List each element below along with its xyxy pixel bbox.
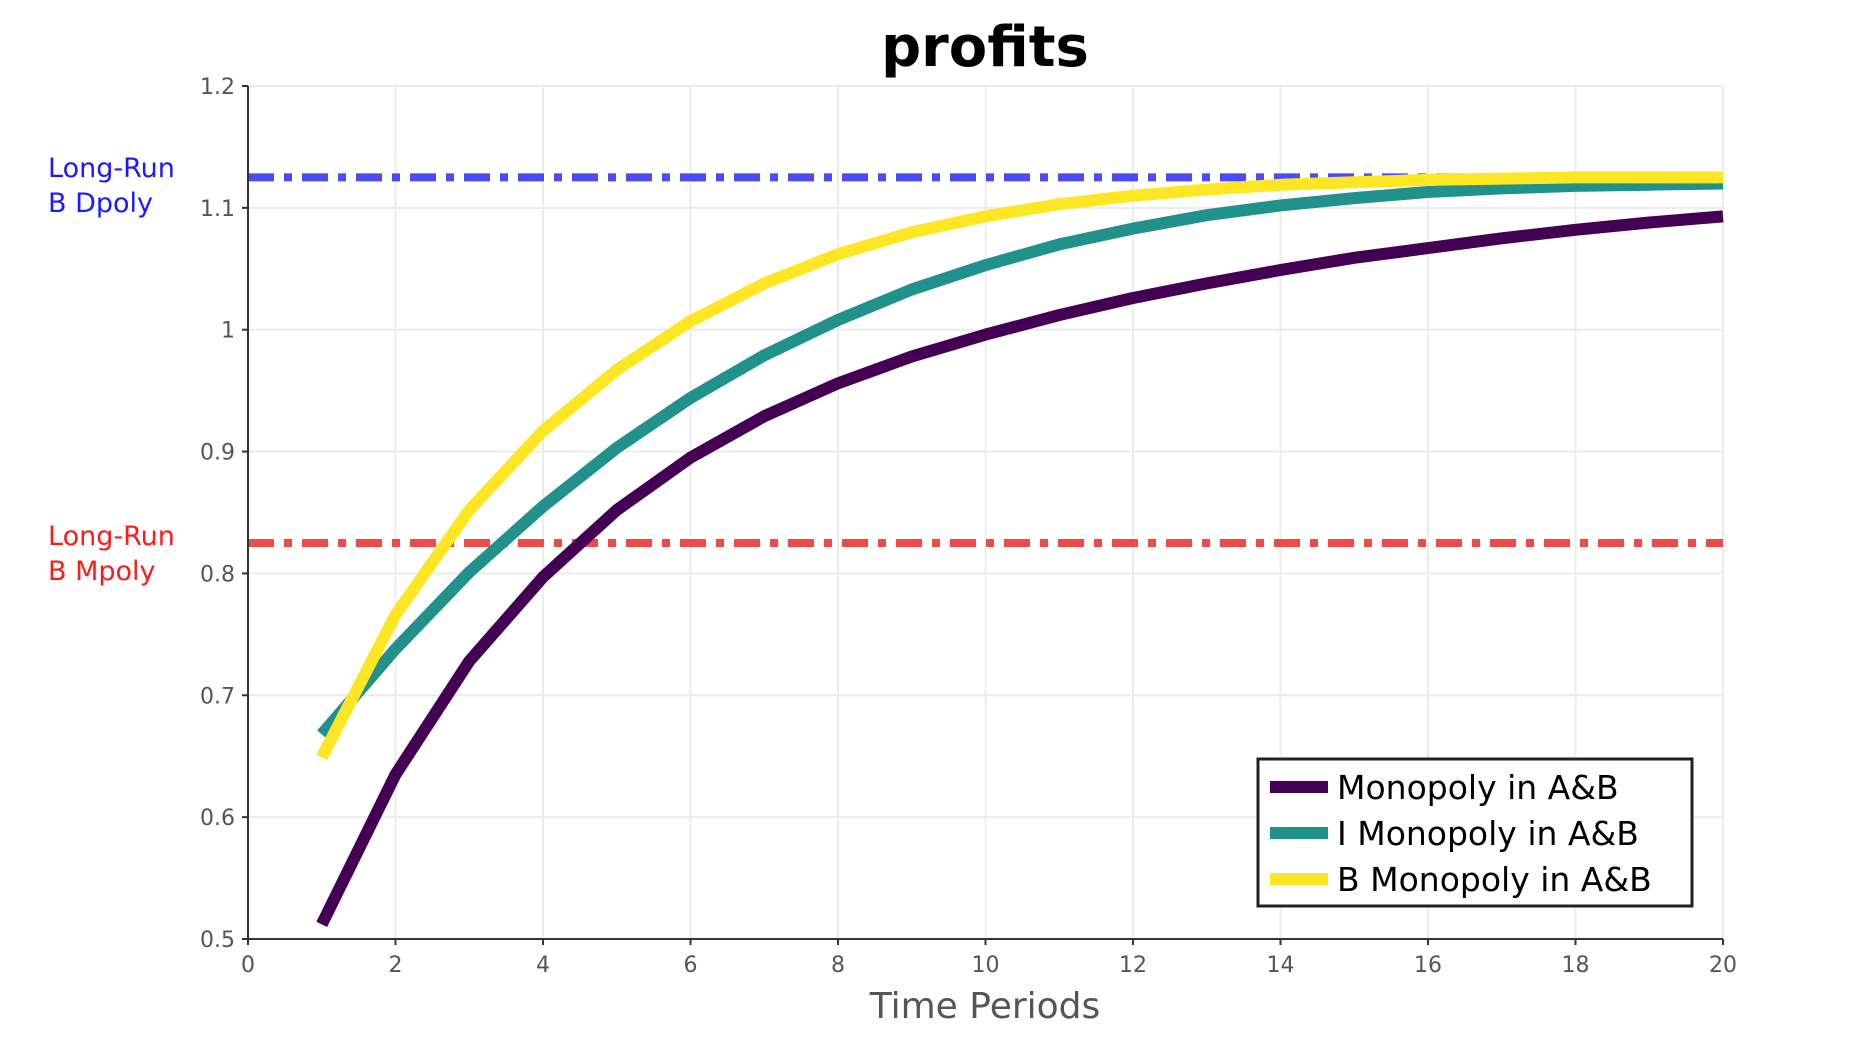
reference-label-mpoly-line1: Long-Run (48, 521, 175, 552)
series-line-i-monopoly (317, 177, 1724, 739)
y-tick-label: 0.6 (200, 806, 235, 831)
tick-labels: 0 2 4 6 8 10 12 14 16 18 20 0.5 0.6 0.7 0.8 0.9 1 1.1 1.2 (200, 75, 1737, 978)
x-tick-label: 16 (1414, 953, 1442, 978)
legend-label-monopoly: Monopoly in A&B (1337, 768, 1619, 807)
x-tick-label: 4 (536, 953, 550, 978)
y-tick-label: 0.7 (200, 684, 235, 709)
series-line-b-monopoly (316, 171, 1723, 761)
x-tick-label: 14 (1267, 953, 1295, 978)
x-axis-label: Time Periods (869, 986, 1101, 1027)
series-lines (316, 171, 1724, 928)
legend-label-i-monopoly: I Monopoly in A&B (1337, 814, 1639, 853)
x-tick-label: 10 (972, 953, 1000, 978)
x-tick-label: 2 (389, 953, 403, 978)
series-line-monopoly (316, 210, 1724, 928)
y-tick-label: 0.8 (200, 562, 235, 587)
y-tick-label: 0.9 (200, 441, 235, 466)
x-tick-label: 6 (684, 953, 698, 978)
x-tick-label: 18 (1562, 953, 1590, 978)
reference-label-dpoly-line1: Long-Run (48, 153, 175, 184)
x-tick-label: 0 (241, 953, 255, 978)
y-tick-label: 1.2 (200, 75, 235, 100)
x-tick-label: 8 (831, 953, 845, 978)
chart-title: profits (881, 15, 1089, 80)
x-tick-label: 12 (1119, 953, 1147, 978)
x-tick-label: 20 (1709, 953, 1737, 978)
y-tick-label: 1.1 (200, 197, 235, 222)
y-tick-label: 0.5 (200, 928, 235, 953)
reference-label-dpoly-line2: B Dpoly (48, 188, 153, 219)
legend-box (1256, 757, 1694, 908)
reference-label-mpoly-line2: B Mpoly (48, 556, 156, 587)
legend: Monopoly in A&B I Monopoly in A&B B Mono… (1256, 757, 1694, 908)
reference-line-labels: Long-Run B Dpoly Long-Run B Mpoly (48, 153, 175, 587)
y-tick-label: 1 (221, 319, 235, 344)
legend-label-b-monopoly: B Monopoly in A&B (1337, 860, 1652, 899)
